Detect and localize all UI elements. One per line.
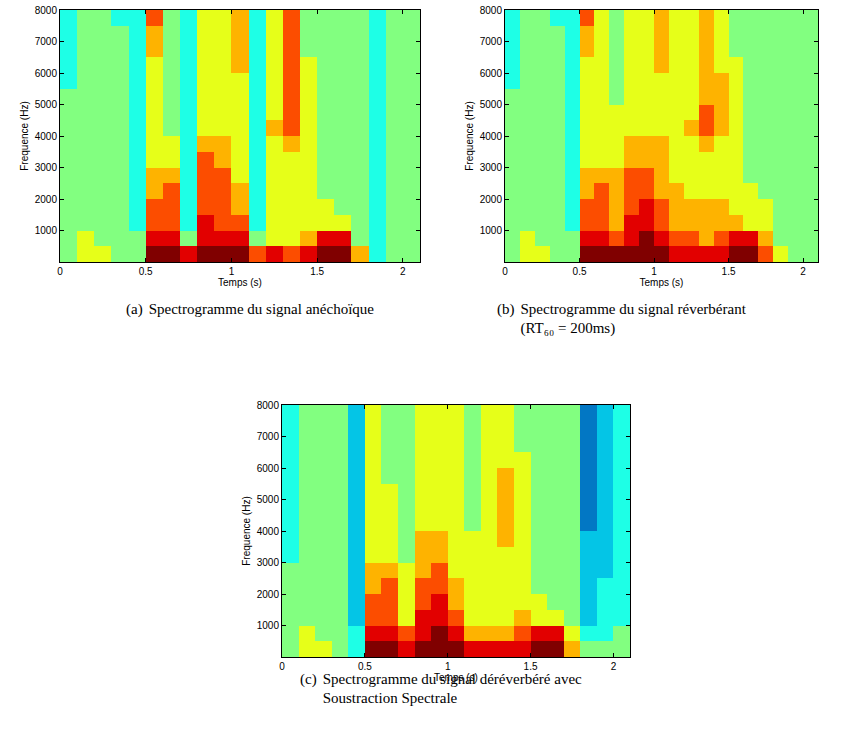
svg-text:5000: 5000: [35, 99, 58, 110]
svg-text:0.5: 0.5: [139, 266, 153, 277]
svg-text:2000: 2000: [35, 194, 58, 205]
svg-text:1.5: 1.5: [524, 661, 538, 672]
svg-text:8000: 8000: [35, 5, 58, 16]
svg-text:1: 1: [229, 266, 235, 277]
svg-text:7000: 7000: [480, 36, 503, 47]
svg-text:6000: 6000: [35, 68, 58, 79]
svg-text:8000: 8000: [257, 400, 280, 411]
svg-text:4000: 4000: [35, 131, 58, 142]
svg-text:1.5: 1.5: [310, 266, 324, 277]
svg-text:7000: 7000: [257, 431, 280, 442]
svg-text:Frequence (Hz): Frequence (Hz): [19, 101, 30, 170]
svg-text:2: 2: [400, 266, 406, 277]
svg-text:3000: 3000: [480, 162, 503, 173]
svg-text:Frequence (Hz): Frequence (Hz): [464, 101, 475, 170]
svg-text:1000: 1000: [35, 225, 58, 236]
svg-text:0.5: 0.5: [358, 661, 372, 672]
svg-text:8000: 8000: [480, 5, 503, 16]
html-text:(c) Spectrogramme du signal dé: (c) Spectrogramme du signal déréverbéré …: [300, 671, 582, 706]
svg-text:Frequence (Hz): Frequence (Hz): [241, 496, 252, 565]
svg-text:1000: 1000: [480, 225, 503, 236]
svg-text:2000: 2000: [257, 589, 280, 600]
svg-text:7000: 7000: [35, 36, 58, 47]
svg-text:Temps (s): Temps (s): [218, 277, 262, 288]
svg-text:5000: 5000: [257, 494, 280, 505]
svg-text:3000: 3000: [35, 162, 58, 173]
svg-text:0: 0: [57, 266, 63, 277]
svg-text:2: 2: [611, 661, 617, 672]
svg-text:0: 0: [502, 266, 508, 277]
svg-text:Temps (s): Temps (s): [640, 277, 684, 288]
svg-text:0.5: 0.5: [573, 266, 587, 277]
svg-text:4000: 4000: [257, 526, 280, 537]
svg-text:5000: 5000: [480, 99, 503, 110]
html-text:(b) Spectrogramme du signal ré: (b) Spectrogramme du signal réverbérant …: [497, 301, 746, 336]
svg-text:1: 1: [651, 266, 657, 277]
svg-text:1.5: 1.5: [722, 266, 736, 277]
svg-text:4000: 4000: [480, 131, 503, 142]
html-text:(a) Spectrogramme du signal an: (a) Spectrogramme du signal anéchoïque: [126, 301, 374, 317]
svg-text:1000: 1000: [257, 620, 280, 631]
svg-text:1: 1: [445, 661, 451, 672]
svg-text:6000: 6000: [480, 68, 503, 79]
svg-text:0: 0: [279, 661, 285, 672]
svg-text:6000: 6000: [257, 463, 280, 474]
svg-text:2: 2: [800, 266, 806, 277]
svg-text:3000: 3000: [257, 557, 280, 568]
svg-text:2000: 2000: [480, 194, 503, 205]
